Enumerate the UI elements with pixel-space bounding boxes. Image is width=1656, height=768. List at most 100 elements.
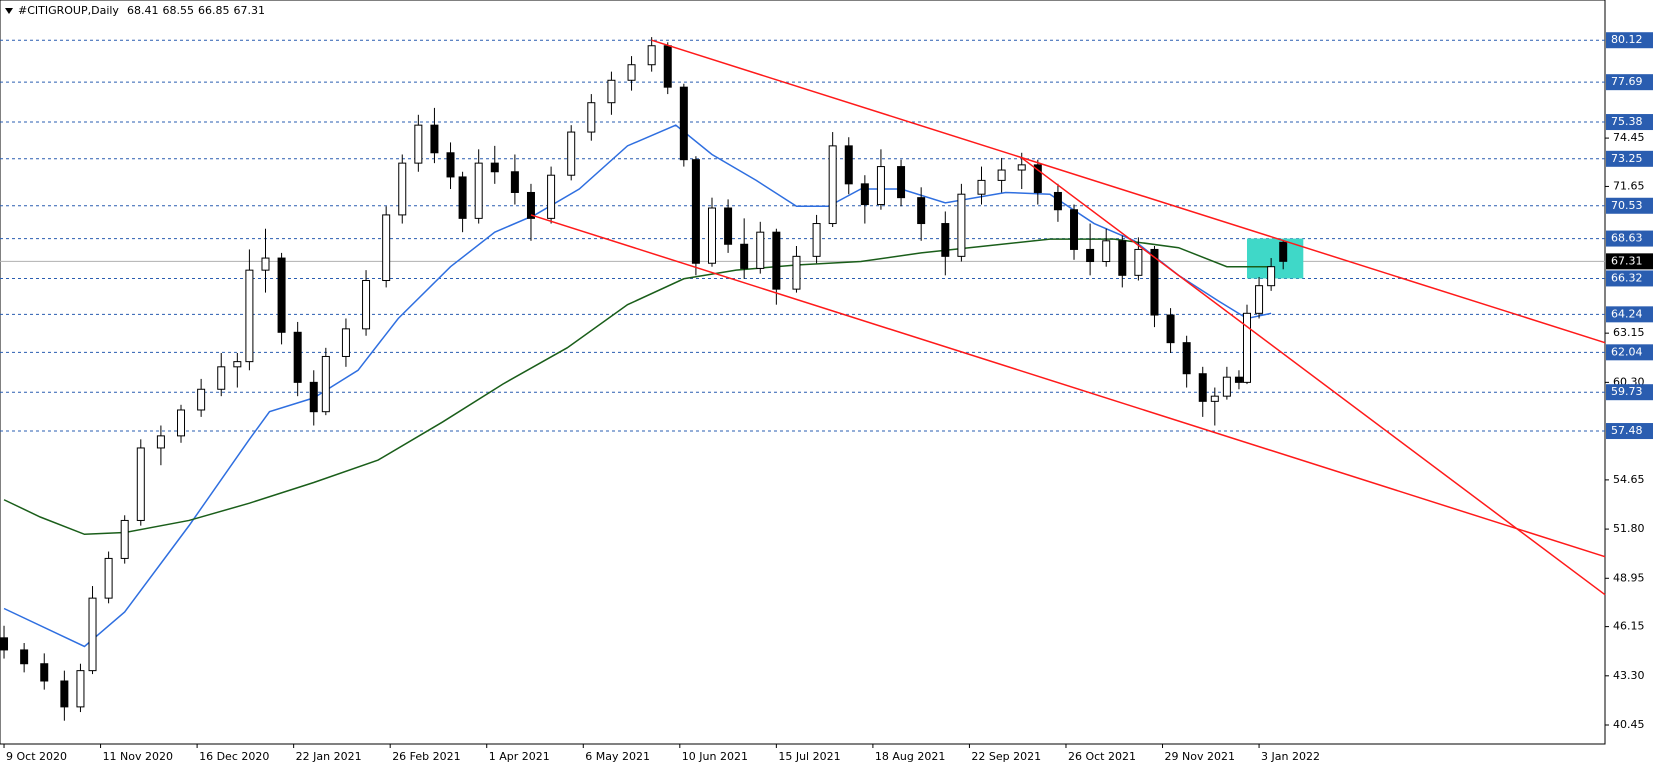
candle-body [156, 435, 165, 449]
candle-body [917, 197, 926, 225]
trendline [651, 39, 1606, 344]
candle-body [876, 166, 885, 206]
candle-body [217, 366, 226, 390]
plot-frame [0, 0, 1606, 745]
candle-body [526, 191, 535, 219]
candle-body [1182, 342, 1191, 375]
candle-body [587, 102, 596, 133]
candle-body [458, 176, 467, 219]
candle-body [812, 223, 821, 257]
level-label: 80.12 [1611, 33, 1643, 46]
candle-body [382, 214, 391, 282]
candle-body [1242, 312, 1251, 383]
candle-body [1279, 241, 1288, 262]
candle-body [430, 124, 439, 154]
candle-body [245, 269, 254, 363]
candle-body [136, 447, 145, 521]
candle-body [740, 243, 749, 269]
last-price-label: 67.31 [1611, 254, 1643, 267]
trendline [530, 214, 1606, 558]
candle-body [1070, 209, 1079, 250]
x-tick-label: 26 Feb 2021 [392, 750, 460, 763]
candle-body [104, 557, 113, 599]
level-label-box [1606, 74, 1653, 91]
x-tick-label: 29 Nov 2021 [1165, 750, 1235, 763]
candle-body [691, 159, 700, 264]
candle-body [1255, 285, 1264, 314]
x-tick-label: 26 Oct 2021 [1068, 750, 1136, 763]
candle-body [756, 231, 765, 269]
header-low: 66.85 [198, 4, 230, 17]
candle-body [0, 637, 9, 651]
level-label: 62.04 [1611, 345, 1643, 358]
trendline [1021, 157, 1606, 596]
candle-body [1222, 376, 1231, 397]
candle-body [707, 207, 716, 264]
level-label-box [1606, 270, 1653, 287]
candle-body [567, 131, 576, 176]
x-tick-label: 16 Dec 2020 [199, 750, 269, 763]
candle-body [647, 45, 656, 66]
y-tick-label: 71.65 [1613, 179, 1645, 192]
candle-body [1210, 395, 1219, 402]
candle-body [957, 193, 966, 257]
candle-body [446, 152, 455, 178]
candle-body [261, 257, 270, 271]
level-label: 77.69 [1611, 75, 1643, 88]
candle-body [627, 64, 636, 81]
candle-body [941, 223, 950, 257]
candle-body [860, 183, 869, 206]
candle-body [414, 124, 423, 164]
x-tick-label: 10 Jun 2021 [682, 750, 748, 763]
x-tick-label: 22 Sep 2021 [971, 750, 1041, 763]
candle-body [362, 280, 371, 330]
candle-body [844, 145, 853, 185]
level-label-box [1606, 344, 1653, 361]
candle-body [1134, 248, 1143, 276]
candle-body [1118, 240, 1127, 276]
candle-body [724, 207, 733, 245]
candle-body [293, 331, 302, 383]
x-tick-label: 22 Jan 2021 [296, 750, 362, 763]
y-tick-label: 43.30 [1613, 669, 1645, 682]
candle-body [277, 257, 286, 333]
level-label-box [1606, 423, 1653, 440]
y-tick-label: 54.65 [1613, 473, 1645, 486]
candle-body [997, 169, 1006, 181]
level-label: 59.73 [1611, 385, 1643, 398]
candle-body [1102, 240, 1111, 263]
level-label-box [1606, 114, 1653, 131]
candle-body [321, 355, 330, 413]
candle-body [897, 166, 906, 199]
y-tick-label: 51.80 [1613, 522, 1645, 535]
candle-body [490, 162, 499, 173]
level-label: 66.32 [1611, 271, 1643, 284]
candle-body [197, 388, 206, 411]
chart-title: #CITIGROUP,Daily [18, 4, 119, 17]
level-label: 75.38 [1611, 115, 1643, 128]
candle-body [1033, 164, 1042, 193]
candle-body [607, 79, 616, 104]
level-label: 68.63 [1611, 232, 1643, 245]
candle-body [120, 519, 129, 559]
candle-body [341, 328, 350, 357]
candle-body [309, 381, 318, 413]
x-tick-label: 18 Aug 2021 [875, 750, 945, 763]
candle-body [1053, 191, 1062, 211]
candle-body [1234, 376, 1243, 383]
candle-body [772, 231, 781, 290]
level-label-box [1606, 197, 1653, 214]
last-price-box [1606, 253, 1653, 270]
chart-header: #CITIGROUP,Daily 68.41 68.55 66.85 67.31 [18, 4, 265, 17]
candle-body [233, 361, 242, 368]
x-tick-label: 11 Nov 2020 [103, 750, 173, 763]
candle-body [1166, 314, 1175, 344]
y-tick-label: 74.45 [1613, 131, 1645, 144]
candle-body [679, 86, 688, 161]
header-high: 68.55 [162, 4, 194, 17]
y-tick-label: 63.15 [1613, 326, 1645, 339]
level-label: 70.53 [1611, 199, 1643, 212]
x-tick-label: 15 Jul 2021 [778, 750, 840, 763]
level-label: 57.48 [1611, 424, 1643, 437]
